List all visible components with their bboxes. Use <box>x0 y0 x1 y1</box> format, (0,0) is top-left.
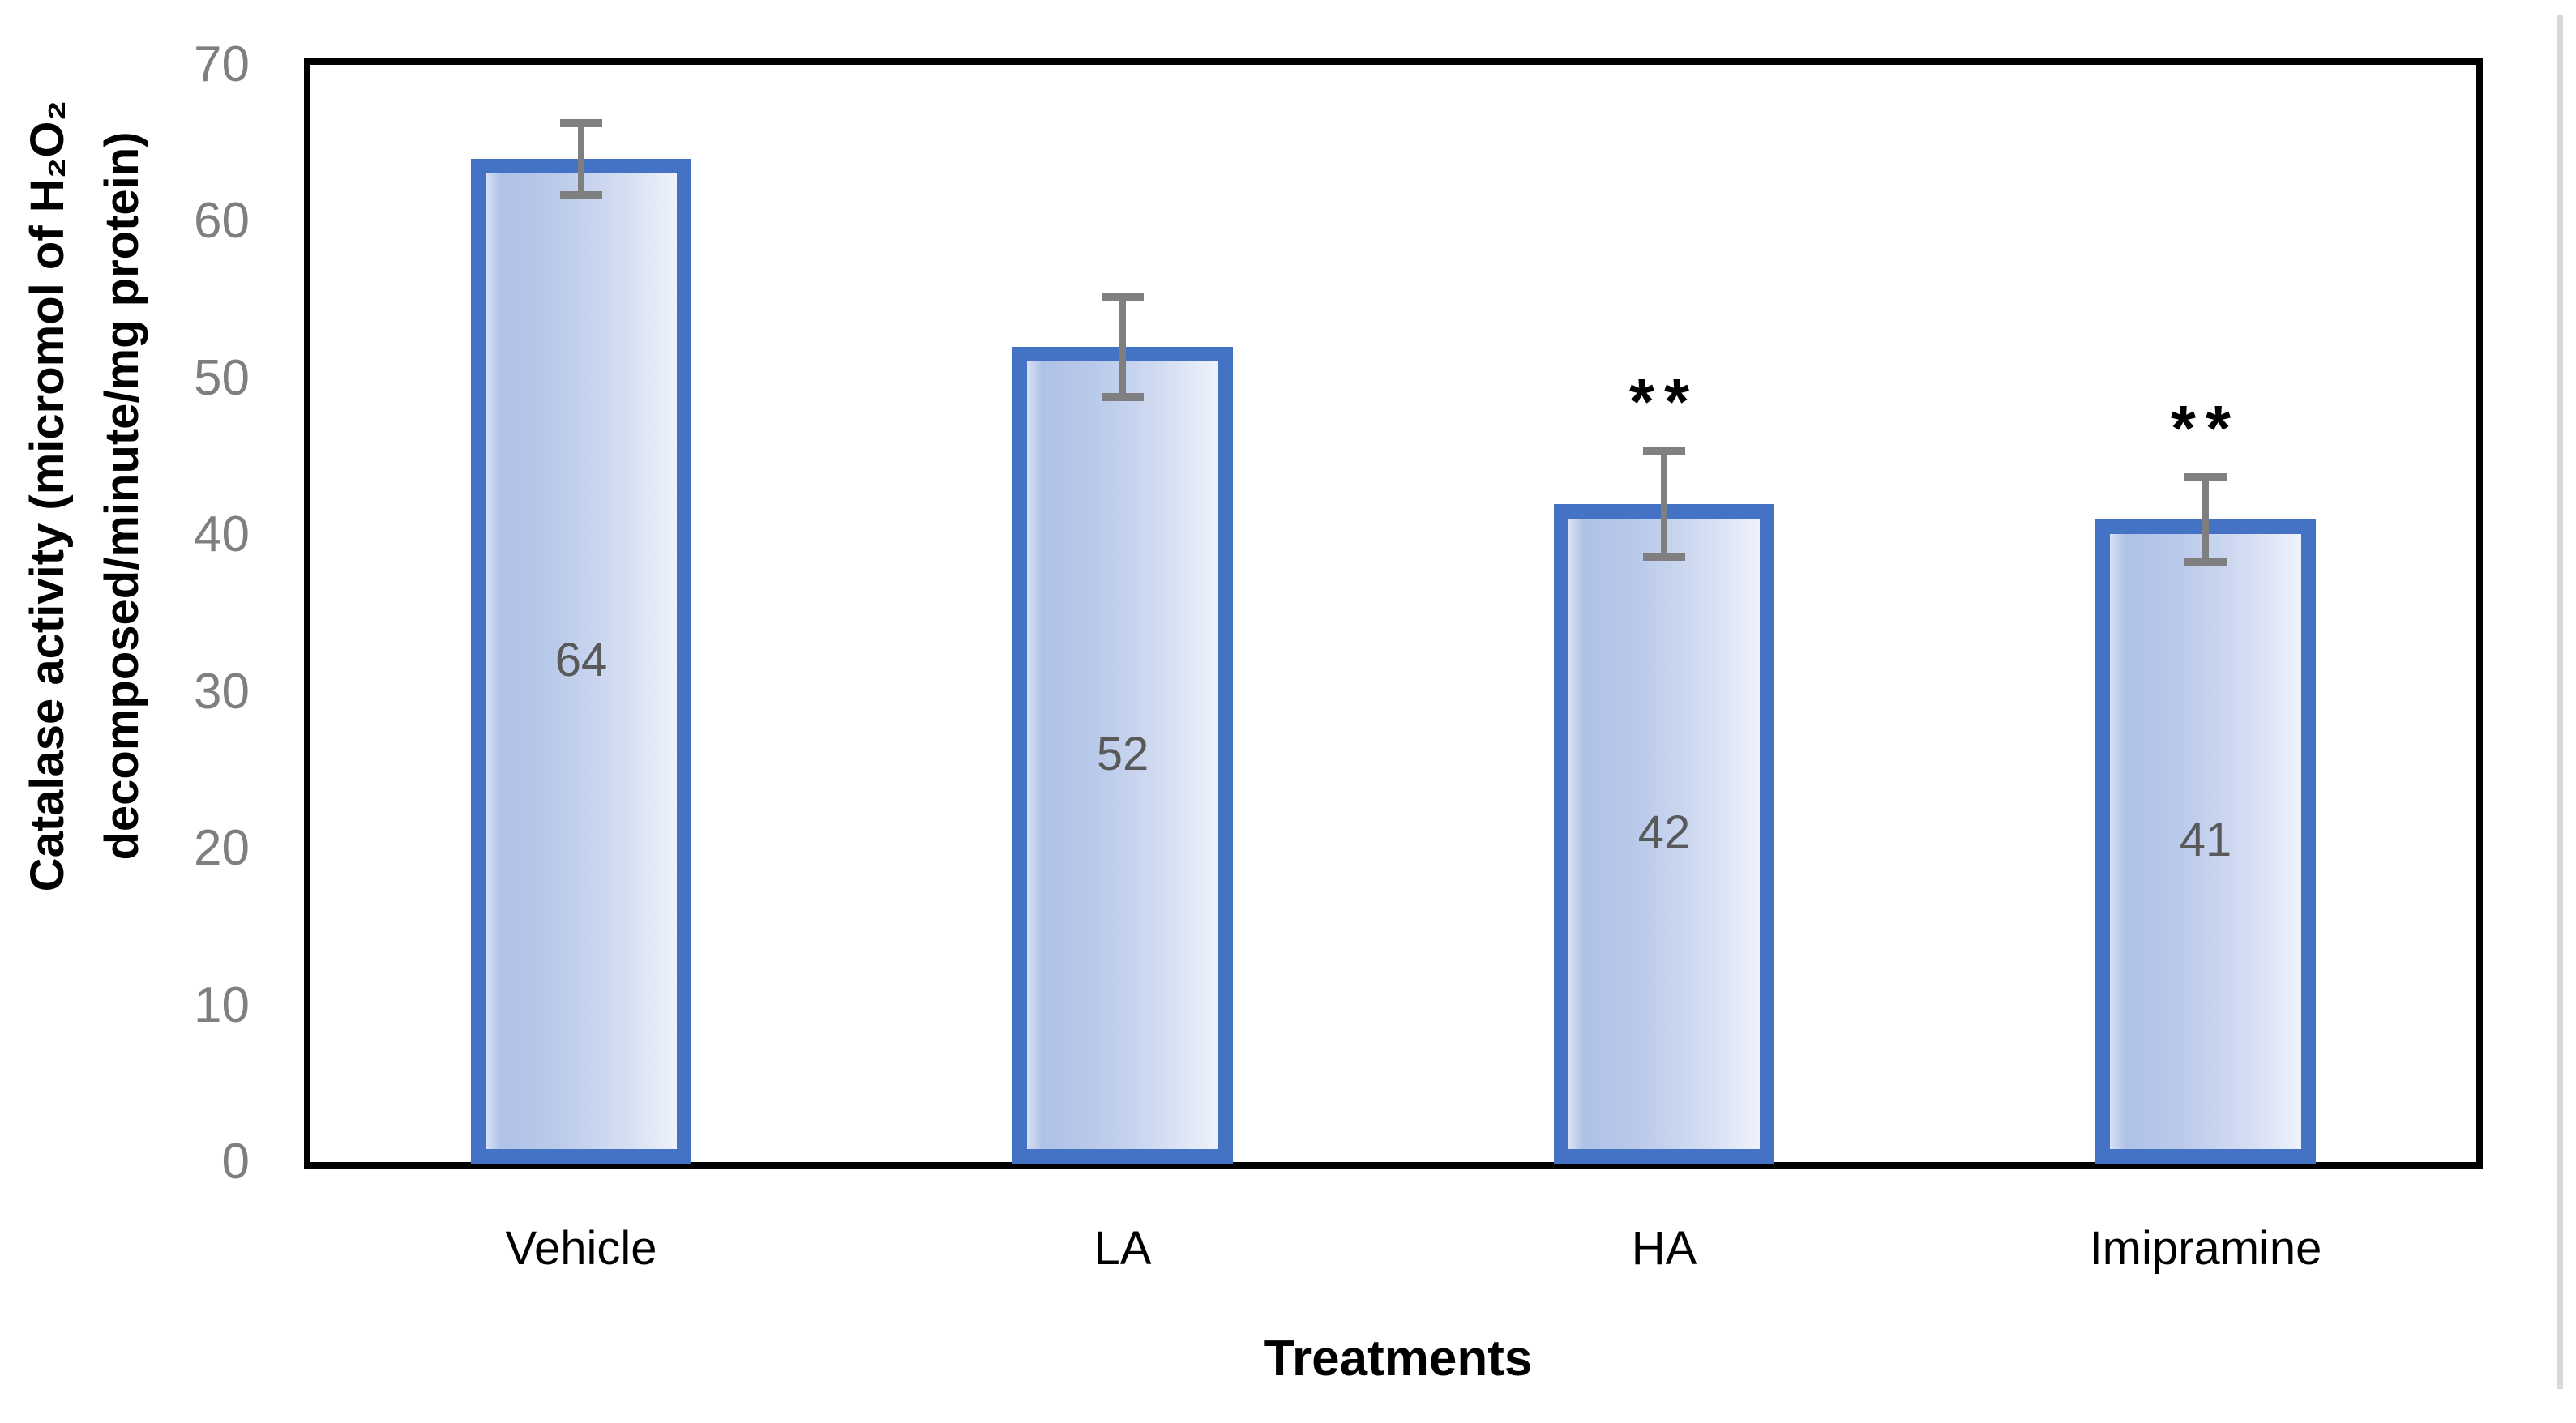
x-tick-label-la: LA <box>1093 1222 1152 1275</box>
y-tick-label: 50 <box>194 349 250 406</box>
y-tick-label: 40 <box>194 506 250 563</box>
vertical-scrollbar[interactable] <box>2557 15 2563 1389</box>
error-bar-cap-top <box>1102 293 1144 301</box>
error-bar-vehicle <box>578 122 584 195</box>
significance-marker-imipramine: ** <box>2170 391 2241 464</box>
bar-ha <box>1554 503 1774 1164</box>
bar-value-label-ha: 42 <box>1637 806 1691 859</box>
x-tick-label-vehicle: Vehicle <box>505 1222 657 1275</box>
error-bar-cap-top <box>560 118 602 127</box>
y-tick-label: 20 <box>194 820 250 877</box>
error-bar-cap-bottom <box>2184 558 2227 566</box>
y-tick-label: 30 <box>194 663 250 720</box>
bar-value-label-vehicle: 64 <box>554 634 608 687</box>
significance-marker-ha: ** <box>1628 365 1700 438</box>
error-bar-ha <box>1661 450 1667 558</box>
bar-value-label-imipramine: 41 <box>2179 814 2232 867</box>
x-axis-title: Treatments <box>1264 1331 1533 1387</box>
x-tick-label-imipramine: Imipramine <box>2089 1222 2322 1275</box>
y-tick-label: 60 <box>194 193 250 250</box>
error-bar-la <box>1119 297 1126 398</box>
error-bar-cap-bottom <box>1643 553 1685 562</box>
y-tick-label: 0 <box>221 1134 250 1190</box>
error-bar-cap-top <box>1643 446 1685 455</box>
y-tick-label: 10 <box>194 976 250 1033</box>
y-tick-label: 70 <box>194 36 250 92</box>
bar-imipramine <box>2095 519 2316 1164</box>
error-bar-imipramine <box>2202 476 2209 562</box>
bar-value-label-la: 52 <box>1096 728 1149 781</box>
bar-vehicle <box>471 159 691 1164</box>
error-bar-cap-bottom <box>560 190 602 199</box>
bar-la <box>1012 347 1233 1164</box>
x-tick-label-ha: HA <box>1631 1222 1697 1275</box>
error-bar-cap-top <box>2184 472 2227 481</box>
error-bar-cap-bottom <box>1102 393 1144 402</box>
